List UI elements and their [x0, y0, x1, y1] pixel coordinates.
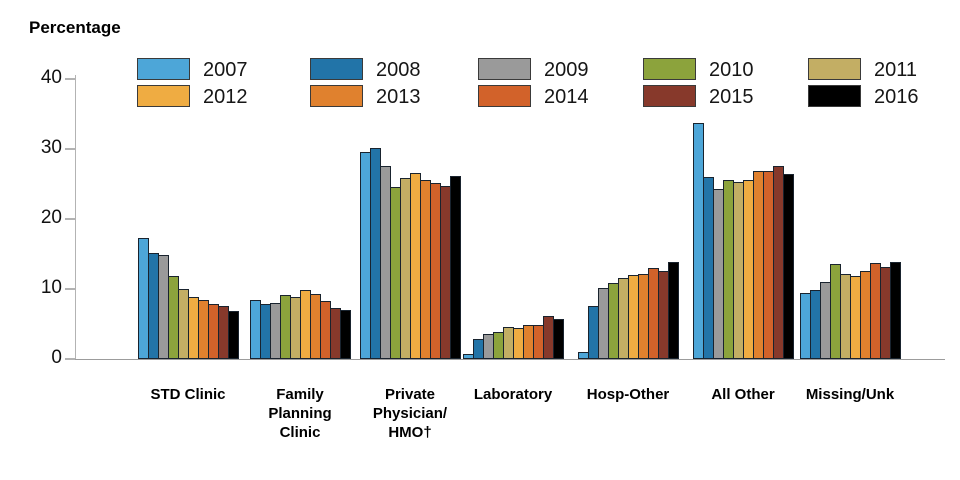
legend-label-2007: 2007 — [203, 59, 248, 81]
category-label-all-other: All Other — [711, 386, 775, 403]
legend-label-2010: 2010 — [709, 59, 754, 81]
legend-label-2016: 2016 — [874, 86, 919, 108]
legend-label-2012: 2012 — [203, 86, 248, 108]
legend-swatch-2012 — [137, 85, 190, 107]
y-tick-mark — [65, 148, 75, 150]
y-axis-line — [75, 75, 76, 359]
legend-label-2011: 2011 — [874, 59, 918, 81]
legend-label-2014: 2014 — [544, 86, 589, 108]
bar-2016-private-physician-hmo- — [450, 176, 461, 359]
legend-swatch-2014 — [478, 85, 531, 107]
legend-swatch-2015 — [643, 85, 696, 107]
legend-label-2013: 2013 — [376, 86, 421, 108]
bar-2016-all-other — [783, 174, 794, 359]
bar-2016-laboratory — [553, 319, 564, 359]
chart-title: Percentage — [29, 18, 121, 37]
y-tick-label: 40 — [40, 67, 62, 88]
legend-label-2015: 2015 — [709, 86, 754, 108]
legend-swatch-2011 — [808, 58, 861, 80]
legend-swatch-2016 — [808, 85, 861, 107]
x-axis-line — [75, 359, 945, 360]
category-label-family-planning-clinic: Family Planning Clinic — [268, 386, 332, 441]
legend-swatch-2007 — [137, 58, 190, 80]
category-label-std-clinic: STD Clinic — [150, 386, 226, 403]
y-tick-mark — [65, 358, 75, 360]
y-tick-label: 20 — [40, 207, 62, 228]
category-label-missing-unk: Missing/Unk — [805, 386, 895, 403]
y-tick-mark — [65, 78, 75, 80]
bar-2016-std-clinic — [228, 311, 239, 359]
y-tick-label: 30 — [40, 137, 62, 158]
y-tick-mark — [65, 288, 75, 290]
legend-swatch-2010 — [643, 58, 696, 80]
y-tick-label: 0 — [51, 347, 62, 368]
bar-2016-family-planning-clinic — [340, 310, 351, 359]
bar-2016-hosp-other — [668, 262, 679, 359]
category-label-private-physician-hmo-: Private Physician/ HMO† — [372, 386, 448, 441]
category-label-laboratory: Laboratory — [473, 386, 553, 403]
legend-swatch-2013 — [310, 85, 363, 107]
legend-swatch-2008 — [310, 58, 363, 80]
legend-label-2008: 2008 — [376, 59, 421, 81]
legend-label-2009: 2009 — [544, 59, 589, 81]
bar-2016-missing-unk — [890, 262, 901, 359]
y-tick-mark — [65, 218, 75, 220]
category-label-hosp-other: Hosp-Other — [586, 386, 670, 403]
y-tick-label: 10 — [40, 277, 62, 298]
legend-swatch-2009 — [478, 58, 531, 80]
